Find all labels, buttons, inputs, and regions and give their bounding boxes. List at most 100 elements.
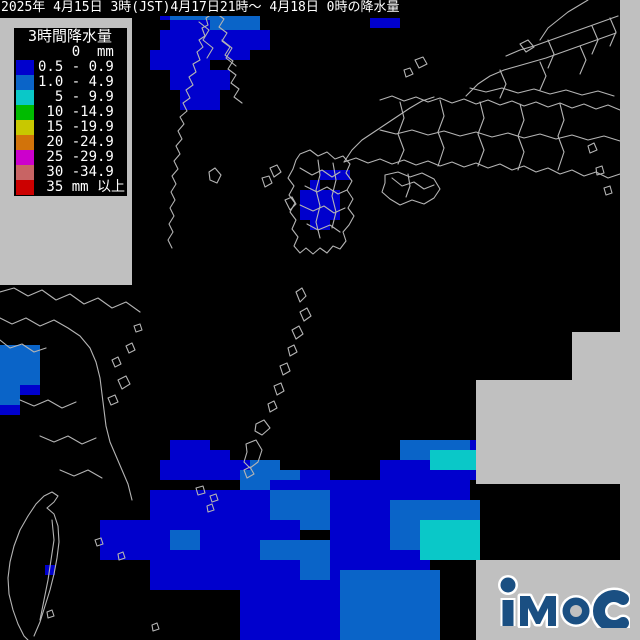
island-sado [519, 39, 535, 53]
kyushu-pref-5 [315, 159, 321, 239]
precip-cell [160, 460, 250, 480]
island-amakusa [284, 196, 297, 211]
honshu-coast-ne [539, 0, 589, 41]
precip-cell [430, 450, 490, 470]
precip-cell [340, 570, 440, 640]
island-ryukyu-4 [287, 344, 298, 357]
shikoku-pref [391, 177, 435, 190]
precip-cell [240, 580, 340, 640]
honshu-pref-o [609, 17, 617, 47]
legend-swatch [16, 105, 34, 120]
honshu-pref-f [379, 129, 621, 142]
island-sakishima-2 [209, 493, 219, 503]
legend-row: 15 -19.9 [16, 120, 125, 135]
island-sakishima-1 [195, 485, 206, 496]
kyushu-pref-2 [304, 185, 348, 195]
shikoku-pref2 [405, 173, 411, 198]
coast-china-2 [0, 317, 133, 501]
coast-kyushu [287, 149, 355, 255]
island-ryukyu-5 [279, 362, 291, 376]
legend-row: 1.0 - 4.9 [16, 75, 125, 90]
island-ryukyu-2 [299, 307, 312, 322]
island-china-5 [111, 356, 122, 368]
coast-taiwan [7, 491, 59, 640]
precip-cell [160, 30, 210, 40]
honshu-pref-g [465, 32, 617, 97]
coast-honshu-north [379, 95, 621, 111]
precip-cell [0, 385, 20, 405]
island-tsushima [208, 167, 222, 184]
legend-swatch [16, 165, 34, 180]
coast-korea [167, 0, 214, 249]
island-okinawa-2 [243, 466, 255, 479]
precip-cell [20, 385, 40, 395]
legend-label: 10 -14.9 [38, 104, 114, 120]
legend-label: 30 -34.9 [38, 164, 114, 180]
taiwan-inland [39, 519, 55, 621]
legend-row: 5 - 9.9 [16, 90, 125, 105]
island-china-2 [107, 394, 119, 406]
korea-inland-3 [196, 3, 221, 10]
island-ryukyu-3 [291, 325, 304, 340]
legend-panel: 3時間降水量 0 mm 0.5 - 0.9 1.0 - 4.9 5 - 9.9 10… [14, 28, 128, 196]
kyushu-pref-6 [331, 162, 337, 229]
precip-cell [170, 530, 200, 550]
china-inland-2 [39, 435, 97, 445]
imoc-logo [490, 572, 630, 628]
island-china-1 [117, 375, 131, 390]
mask-right-lower-block [476, 380, 620, 484]
legend-swatch [16, 120, 34, 135]
island-amami [254, 419, 271, 436]
island-misc-3 [117, 551, 126, 561]
korea-inland-1 [198, 21, 214, 59]
honshu-pref-l [505, 15, 619, 57]
coast-taiwan-east [33, 507, 60, 637]
precip-cell [170, 20, 210, 30]
china-inland-3 [59, 469, 103, 479]
logo-glyphs [498, 575, 630, 628]
korea-inland-2 [221, 39, 237, 67]
honshu-pref-b [437, 99, 445, 167]
legend-swatch [16, 90, 34, 105]
island-goto2 [261, 175, 273, 188]
honshu-pref-c [477, 101, 485, 167]
precip-cell [250, 460, 280, 470]
precip-cell [420, 520, 480, 560]
island-misc-4 [46, 609, 55, 619]
island-china-4 [133, 323, 143, 333]
mask-right-upper-block [572, 332, 620, 380]
precip-cell [170, 70, 230, 90]
precip-cell [370, 18, 400, 28]
china-inland-1 [19, 399, 77, 409]
honshu-pref-j [579, 45, 587, 75]
coast-honshu-west [343, 96, 435, 163]
island-misc-2 [94, 537, 104, 547]
island-izu-2 [595, 165, 605, 176]
imoc-logo-mark [498, 575, 630, 628]
legend-row: 0 mm [16, 45, 125, 60]
legend-swatch [16, 150, 34, 165]
legend-label: 20 -24.9 [38, 134, 114, 150]
coast-honshu-south [343, 157, 621, 179]
precip-cell [150, 50, 160, 70]
island-goto [269, 164, 282, 178]
kyushu-pref-4 [306, 223, 341, 233]
legend-label: 0.5 - 0.9 [38, 59, 114, 75]
honshu-pref-k [469, 87, 615, 97]
legend-swatch [16, 75, 34, 90]
legend-swatch [16, 135, 34, 150]
island-misc-5 [151, 622, 160, 632]
honshu-pref-m [547, 39, 555, 69]
legend-label: 35 mm 以上 [38, 179, 126, 195]
legend-label: 5 - 9.9 [38, 89, 114, 105]
precip-cell [0, 405, 20, 415]
coast-china [0, 287, 141, 313]
honshu-pref-i [539, 61, 547, 91]
legend-row: 0.5 - 0.9 [16, 60, 125, 75]
coast-korea-west [212, 0, 243, 104]
island-ryukyu-1 [295, 287, 307, 303]
honshu-pref-n [591, 25, 599, 55]
legend-rows: 0 mm 0.5 - 0.9 1.0 - 4.9 5 - 9.9 10 -14.9 … [16, 45, 125, 195]
